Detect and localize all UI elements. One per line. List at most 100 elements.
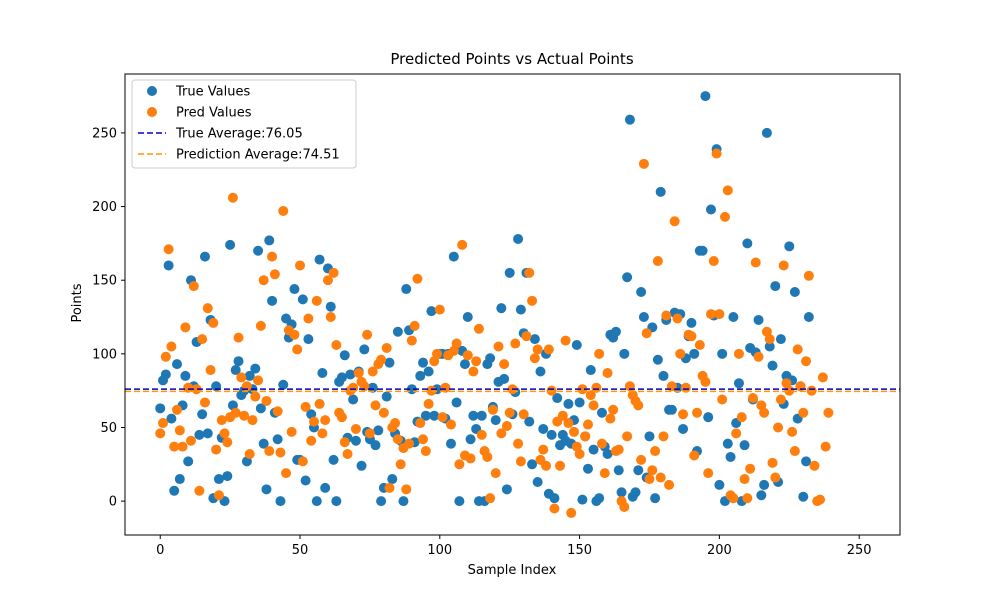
data-point (694, 340, 705, 350)
data-point (496, 428, 507, 439)
data-point (174, 474, 185, 485)
data-point (440, 382, 451, 393)
data-point (317, 367, 328, 378)
data-point (703, 468, 714, 479)
data-point (409, 320, 420, 331)
x-tick-label: 200 (707, 543, 732, 558)
data-point (605, 413, 616, 424)
data-point (197, 409, 208, 420)
legend-label: True Values (175, 85, 250, 100)
data-point (557, 410, 568, 421)
data-point (253, 245, 264, 256)
data-point (376, 354, 387, 365)
data-point (803, 312, 814, 323)
data-point (731, 428, 742, 439)
data-point (194, 429, 205, 440)
data-point (387, 474, 398, 485)
legend: True Values Pred Values True Average:76.05… (131, 79, 357, 169)
data-point (513, 233, 524, 244)
data-point (761, 127, 772, 138)
chart-title: Predicted Points vs Actual Points (390, 50, 633, 68)
data-point (602, 367, 613, 378)
data-point (376, 496, 387, 507)
legend-box (131, 79, 357, 169)
data-point (311, 295, 322, 306)
data-point (331, 340, 342, 350)
data-point (602, 448, 613, 459)
data-point (194, 485, 205, 496)
data-point (706, 309, 716, 320)
data-point (655, 186, 666, 197)
data-point (563, 418, 574, 429)
data-point (817, 372, 828, 383)
data-point (289, 284, 300, 295)
data-point (733, 378, 744, 389)
data-point (172, 359, 182, 370)
data-point (675, 348, 686, 359)
data-point (717, 394, 728, 405)
legend-marker (147, 107, 157, 117)
data-point (216, 415, 227, 426)
data-point (499, 359, 510, 370)
data-point (314, 398, 325, 409)
data-point (404, 438, 415, 449)
data-point (317, 428, 328, 439)
data-point (258, 438, 269, 449)
x-tick-label: 150 (567, 543, 592, 558)
axes-frame (124, 73, 901, 536)
data-point (767, 360, 778, 371)
data-point (529, 334, 540, 345)
data-point (714, 479, 725, 490)
data-point (202, 428, 213, 439)
data-point (297, 294, 308, 305)
data-point (801, 456, 812, 467)
data-point (574, 448, 585, 459)
data-point (633, 465, 644, 476)
data-point (678, 409, 689, 420)
data-point (541, 460, 552, 471)
y-axis-label: Points (70, 283, 85, 322)
data-point (616, 487, 627, 498)
data-point (787, 426, 798, 437)
data-point (412, 273, 423, 284)
data-point (535, 366, 546, 377)
data-point (454, 459, 465, 470)
data-point (258, 275, 269, 286)
data-point (487, 404, 498, 415)
data-point (689, 348, 700, 359)
data-point (585, 365, 596, 376)
data-point (585, 390, 596, 401)
data-point (166, 341, 177, 352)
data-point (532, 344, 543, 355)
data-point (658, 431, 669, 442)
data-point (650, 493, 661, 504)
data-point (395, 459, 406, 470)
data-point (624, 114, 635, 125)
y-tick-label: 0 (109, 495, 117, 510)
data-point (222, 471, 233, 482)
data-point (485, 493, 496, 504)
data-point (423, 366, 434, 377)
data-point (809, 460, 820, 471)
data-point (381, 342, 392, 353)
data-point (401, 484, 412, 495)
data-point (434, 304, 445, 315)
axes: 0 50 100 150 200 250 0 50 100 150 200 250 (92, 73, 901, 558)
data-point (384, 357, 395, 368)
data-point (538, 423, 549, 434)
series-1 (155, 148, 834, 518)
data-point (594, 493, 605, 504)
data-point (638, 312, 649, 323)
data-point (622, 431, 633, 442)
data-point (714, 309, 725, 320)
data-point (501, 484, 512, 495)
data-point (756, 490, 767, 501)
data-point (348, 394, 359, 405)
plot-area (125, 91, 900, 518)
data-point (230, 365, 241, 376)
data-point (370, 400, 381, 411)
data-point (160, 351, 171, 362)
data-point (250, 363, 261, 374)
data-point (708, 256, 719, 267)
